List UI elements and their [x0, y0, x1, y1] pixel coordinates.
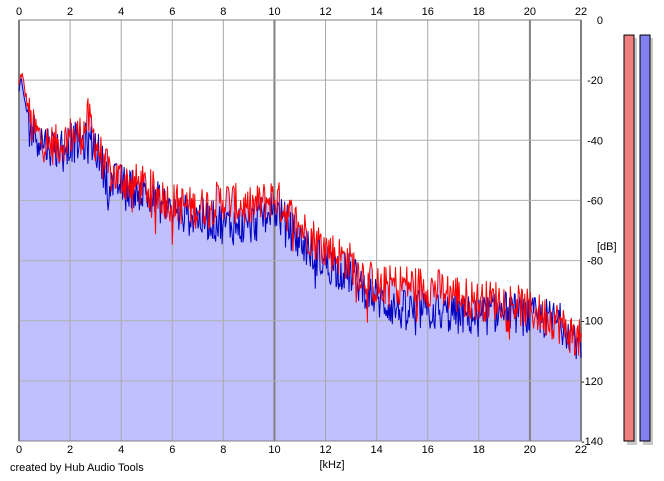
x-tick-label-top: 6 — [169, 6, 175, 18]
x-tick-label-top: 16 — [422, 6, 434, 18]
x-axis-label: [kHz] — [319, 459, 344, 471]
y-tick-label: -140 — [581, 436, 603, 448]
x-tick-label-top: 22 — [575, 6, 587, 18]
series-line-blue — [18, 78, 582, 360]
x-tick-label-top: 8 — [220, 6, 226, 18]
y-tick-label: 0 — [597, 15, 603, 27]
y-axis: 0 -20 -40 -60 -80 -100 -120 -140 — [581, 15, 603, 448]
credit-text: created by Hub Audio Tools — [10, 462, 144, 474]
meter-bar-blue — [639, 34, 651, 442]
spectrum-fill — [19, 73, 581, 441]
x-tick-label-bottom: 6 — [169, 444, 175, 456]
y-tick-label: -60 — [587, 195, 603, 207]
series-line-red — [18, 72, 582, 357]
y-axis-label: [dB] — [597, 241, 617, 253]
x-tick-label-bottom: 16 — [422, 444, 434, 456]
y-tick-label: -100 — [581, 316, 603, 328]
x-tick-label-bottom: 14 — [371, 444, 383, 456]
meter-bar-red — [623, 34, 635, 442]
y-tick-label: -80 — [587, 256, 603, 268]
x-tick-label-bottom: 0 — [16, 444, 22, 456]
y-tick-label: -20 — [587, 75, 603, 87]
x-axis-top: 0 2 4 6 8 10 12 14 16 18 20 22 — [16, 6, 587, 18]
x-tick-label-bottom: 10 — [268, 444, 280, 456]
level-meters — [623, 34, 653, 446]
x-tick-label-bottom: 2 — [67, 444, 73, 456]
x-tick-label-top: 20 — [524, 6, 536, 18]
series-lines — [18, 72, 582, 360]
y-tick-label: -120 — [581, 376, 603, 388]
x-tick-label-top: 14 — [371, 6, 383, 18]
x-tick-label-bottom: 12 — [319, 444, 331, 456]
x-tick-label-top: 18 — [473, 6, 485, 18]
x-tick-label-bottom: 20 — [524, 444, 536, 456]
x-tick-label-top: 12 — [319, 6, 331, 18]
x-tick-label-bottom: 22 — [575, 444, 587, 456]
spectrum-area — [19, 73, 581, 441]
x-tick-label-top: 0 — [16, 6, 22, 18]
x-axis-bottom: 0 2 4 6 8 10 12 14 16 18 20 22 — [16, 444, 587, 456]
plot-frame — [18, 19, 582, 442]
x-tick-label-bottom: 4 — [118, 444, 124, 456]
x-tick-label-top: 10 — [268, 6, 280, 18]
x-tick-label-bottom: 8 — [220, 444, 226, 456]
x-tick-label-bottom: 18 — [473, 444, 485, 456]
y-tick-label: -40 — [587, 135, 603, 147]
x-tick-label-top: 2 — [67, 6, 73, 18]
x-tick-label-top: 4 — [118, 6, 124, 18]
